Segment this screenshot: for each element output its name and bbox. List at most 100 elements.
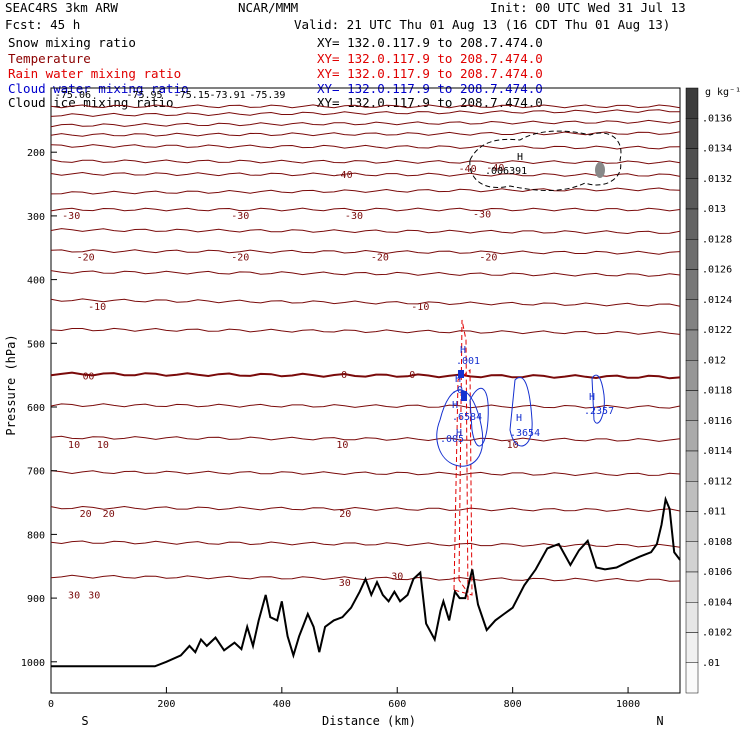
terrain-profile xyxy=(51,495,681,668)
x-tick-label: 200 xyxy=(157,699,175,710)
header: SEAC4RS 3km ARW NCAR/MMM Init: 00 UTC We… xyxy=(5,0,686,110)
isotherm--5 xyxy=(50,327,681,335)
colorbar-label: .0134 xyxy=(702,144,732,155)
cloud-high-value: .0 xyxy=(451,385,463,396)
colorbar-label: .013 xyxy=(702,204,726,215)
isotherm-label: 30 xyxy=(339,578,351,589)
isotherm--50 xyxy=(50,144,681,150)
isotherm-label: 10 xyxy=(97,440,109,451)
isotherm--55 xyxy=(50,131,681,137)
top-temp-value: -75.95 xyxy=(126,90,162,101)
cloud-high-label: H xyxy=(456,428,462,439)
isotherm-label: -20 xyxy=(231,252,249,263)
isotherm--60 xyxy=(50,119,681,128)
colorbar-cell xyxy=(685,360,699,391)
isotherm-label: -30 xyxy=(345,211,363,222)
south-label: S xyxy=(81,714,88,728)
isotherm-0 xyxy=(50,371,681,380)
cloud-high-label: H xyxy=(452,400,458,411)
snow-maximum xyxy=(595,162,605,178)
xy-rain: XY= 132.0.117.9 to 208.7.474.0 xyxy=(317,66,543,81)
colorbar-cell xyxy=(685,208,699,240)
cloud-high-label: H xyxy=(589,392,595,403)
cloud-high-value: .001 xyxy=(456,356,480,367)
legend-rain: Rain water mixing ratio xyxy=(8,66,181,81)
isotherm-20 xyxy=(50,505,681,512)
colorbar-label: .0106 xyxy=(702,567,732,578)
colorbar-label: .0132 xyxy=(702,174,732,185)
colorbar-cell xyxy=(685,420,699,452)
x-tick-label: 400 xyxy=(273,699,291,710)
colorbar-cell xyxy=(685,541,699,573)
isotherm-label: 20 xyxy=(80,509,92,520)
y-tick-label: 200 xyxy=(27,148,45,159)
isotherm-label: -30 xyxy=(473,210,491,221)
colorbar-label: .011 xyxy=(702,507,726,518)
colorbar-label: .01 xyxy=(702,658,720,669)
legend-temperature: Temperature xyxy=(8,51,91,66)
colorbar-cell xyxy=(685,662,699,694)
isotherm-label: 10 xyxy=(336,440,348,451)
cloud-water-contour xyxy=(469,388,489,447)
init-time: Init: 00 UTC Wed 31 Jul 13 xyxy=(490,0,686,15)
cloud-high-value: .005 xyxy=(440,434,464,445)
isotherm-label: -20 xyxy=(77,252,95,263)
colorbar-cell xyxy=(685,148,699,179)
isotherm-label: -40 xyxy=(335,170,353,181)
isotherm-label: 0 xyxy=(341,370,347,381)
colorbar-unit: g kg⁻¹ xyxy=(705,87,740,98)
legend-snow: Snow mixing ratio xyxy=(8,35,136,50)
isotherm-label: -10 xyxy=(411,302,429,313)
cloud-water-contour xyxy=(436,389,484,467)
isotherm-label: 0 xyxy=(83,371,89,382)
snow-contour xyxy=(469,130,622,192)
isotherm-label: 0 xyxy=(88,371,94,382)
colorbar-label: .0122 xyxy=(702,325,732,336)
y-tick-label: 600 xyxy=(27,403,45,414)
xy-cloud-ice: XY= 132.0.117.9 to 208.7.474.0 xyxy=(317,95,543,110)
x-tick-label: 800 xyxy=(504,699,522,710)
isotherm--15 xyxy=(50,270,681,277)
y-axis: 200 300 400 500 600 700 800 900 1000 xyxy=(21,148,57,669)
colorbar-label: .0128 xyxy=(702,234,732,245)
colorbar-cell xyxy=(685,299,699,331)
isotherm--20 xyxy=(50,249,681,255)
isotherm-label: 30 xyxy=(391,571,403,582)
x-axis: 0 200 400 600 800 1000 xyxy=(48,687,640,710)
y-tick-label: 300 xyxy=(27,212,45,223)
isotherm-25 xyxy=(50,540,681,548)
isotherm-label: 10 xyxy=(68,440,80,451)
colorbar-cell xyxy=(685,178,699,210)
x-tick-label: 0 xyxy=(48,699,54,710)
colorbar-label: .0102 xyxy=(702,628,732,639)
colorbar-label: .0114 xyxy=(702,446,732,457)
terrain-line xyxy=(51,495,681,668)
colorbar-label: .0112 xyxy=(702,476,732,487)
isotherm-label: -30 xyxy=(62,211,80,222)
top-temp-value: -73.91 xyxy=(210,90,246,101)
colorbar-label: .0108 xyxy=(702,537,732,548)
colorbar-cell xyxy=(685,571,699,603)
y-tick-label: 800 xyxy=(27,530,45,541)
colorbar-cell xyxy=(685,118,699,149)
y-axis-label: Pressure (hPa) xyxy=(4,334,18,435)
colorbar-cell xyxy=(685,450,699,482)
isotherm-label: 10 xyxy=(507,440,519,451)
y-tick-label: 900 xyxy=(27,594,45,605)
forecast-hour: Fcst: 45 h xyxy=(5,17,80,32)
top-temp-value: -75.39 xyxy=(249,90,285,101)
isotherm-labels: -40 -40 -40 -30 -30 -30 -30 -20 -20 -20 -20 -10 -10 0… xyxy=(55,90,519,602)
valid-time: Valid: 21 UTC Thu 01 Aug 13 (16 CDT Thu … xyxy=(294,17,670,32)
x-tick-label: 600 xyxy=(388,699,406,710)
isotherm-15 xyxy=(50,470,681,477)
colorbar: .0136 .0134 .0132 .013 .0128 .0126 .0124 .0122.… xyxy=(685,87,732,694)
legend-cloud-ice: Cloud ice mixing ratio xyxy=(8,95,174,110)
isotherm--25 xyxy=(50,228,681,235)
cloud-high-label: H xyxy=(455,374,461,385)
cloud-water-max-a xyxy=(458,370,464,378)
snow-high-label: H xyxy=(517,152,523,163)
isotherm-label: -30 xyxy=(231,211,249,222)
